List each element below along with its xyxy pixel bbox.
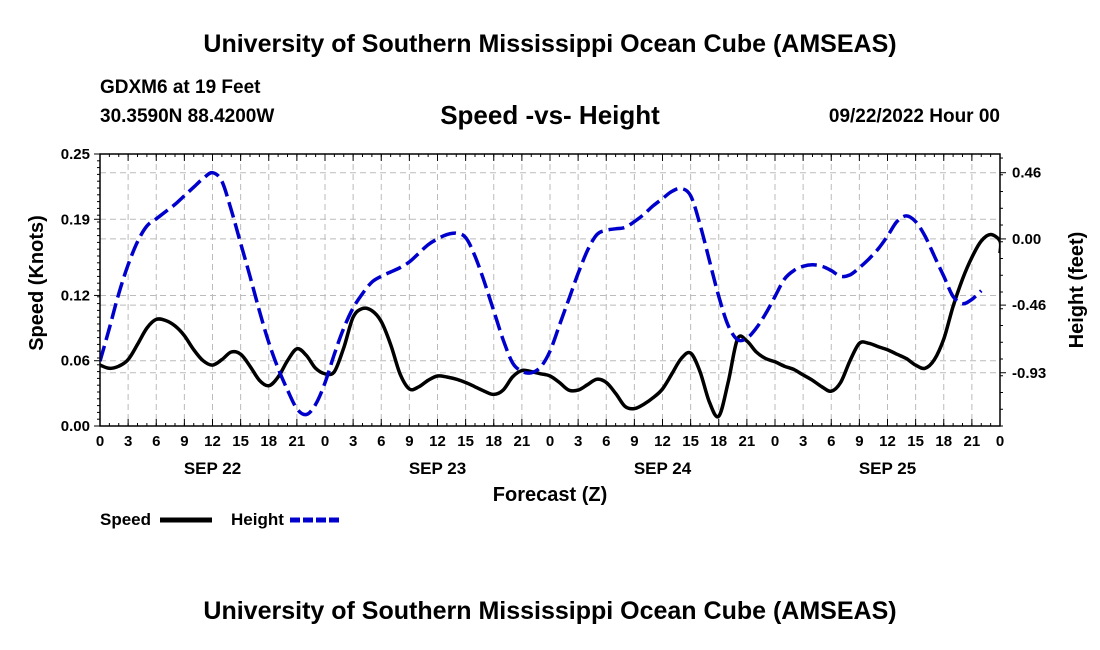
legend: Speed Height: [100, 510, 342, 529]
y-tick-label: 0.06: [61, 353, 90, 370]
x-tick-label: 18: [710, 433, 727, 450]
x-tick-label: 18: [485, 433, 502, 450]
y2-tick-label: -0.46: [1012, 297, 1046, 314]
day-label: SEP 25: [859, 459, 916, 478]
x-tick-label: 18: [935, 433, 952, 450]
x-tick-label: 9: [405, 433, 413, 450]
x-tick-label: 21: [514, 433, 531, 450]
legend-height-label: Height: [231, 510, 284, 529]
footer-title: University of Southern Mississippi Ocean…: [203, 597, 897, 625]
x-tick-label: 15: [232, 433, 249, 450]
y2-tick-label: -0.93: [1012, 365, 1046, 382]
x-tick-label: 6: [602, 433, 610, 450]
x-tick-label: 0: [321, 433, 329, 450]
x-tick-label: 15: [457, 433, 474, 450]
chart-subtitle: Speed -vs- Height: [440, 100, 660, 130]
x-tick-label: 6: [377, 433, 385, 450]
x-tick-label: 6: [827, 433, 835, 450]
x-tick-label: 0: [996, 433, 1004, 450]
y-tick-label: 0.12: [61, 287, 90, 304]
y-axis-label: Speed (Knots): [26, 215, 48, 351]
y-tick-label: 0.19: [61, 211, 90, 228]
y-tick-label: 0.00: [61, 418, 90, 435]
coordinates-label: 30.3590N 88.4200W: [100, 106, 275, 127]
x-tick-label: 6: [152, 433, 160, 450]
y2-axis-label: Height (feet): [1066, 232, 1088, 349]
x-tick-label: 9: [855, 433, 863, 450]
x-tick-label: 12: [204, 433, 221, 450]
x-tick-label: 21: [739, 433, 756, 450]
x-tick-label: 0: [96, 433, 104, 450]
day-label: SEP 22: [184, 459, 241, 478]
x-tick-label: 15: [682, 433, 699, 450]
station-label: GDXM6 at 19 Feet: [100, 77, 261, 98]
x-tick-label: 12: [654, 433, 671, 450]
series-line-speed: [100, 232, 1000, 419]
day-label: SEP 23: [409, 459, 466, 478]
series-layer: [100, 170, 1000, 419]
x-tick-label: 15: [907, 433, 924, 450]
x-tick-label: 3: [124, 433, 132, 450]
x-tick-label: 0: [546, 433, 554, 450]
x-tick-label: 21: [964, 433, 981, 450]
series-line-height: [100, 170, 983, 417]
x-tick-label: 12: [879, 433, 896, 450]
x-tick-label: 21: [289, 433, 306, 450]
day-label: SEP 24: [634, 459, 692, 478]
x-tick-label: 12: [429, 433, 446, 450]
y2-tick-label: 0.46: [1012, 165, 1041, 182]
x-axis-label: Forecast (Z): [493, 484, 607, 506]
x-tick-label: 3: [799, 433, 807, 450]
y2-tick-label: 0.00: [1012, 231, 1041, 248]
x-tick-label: 3: [349, 433, 357, 450]
grid: [100, 154, 1000, 426]
forecast-datetime: 09/22/2022 Hour 00: [828, 106, 1000, 127]
x-tick-label: 18: [260, 433, 277, 450]
y-tick-label: 0.25: [61, 146, 90, 163]
x-tick-label: 9: [630, 433, 638, 450]
x-tick-label: 0: [771, 433, 779, 450]
chart-title: University of Southern Mississippi Ocean…: [203, 30, 897, 58]
axes: 0 3 6 9 12 15 18 21 0 3 6 9 12 15 18 21 0 3 6 9 12 15 18 21 0 3 6 9…: [61, 146, 1046, 478]
x-tick-label: 9: [180, 433, 188, 450]
x-tick-label: 3: [574, 433, 582, 450]
legend-speed-label: Speed: [100, 510, 151, 529]
